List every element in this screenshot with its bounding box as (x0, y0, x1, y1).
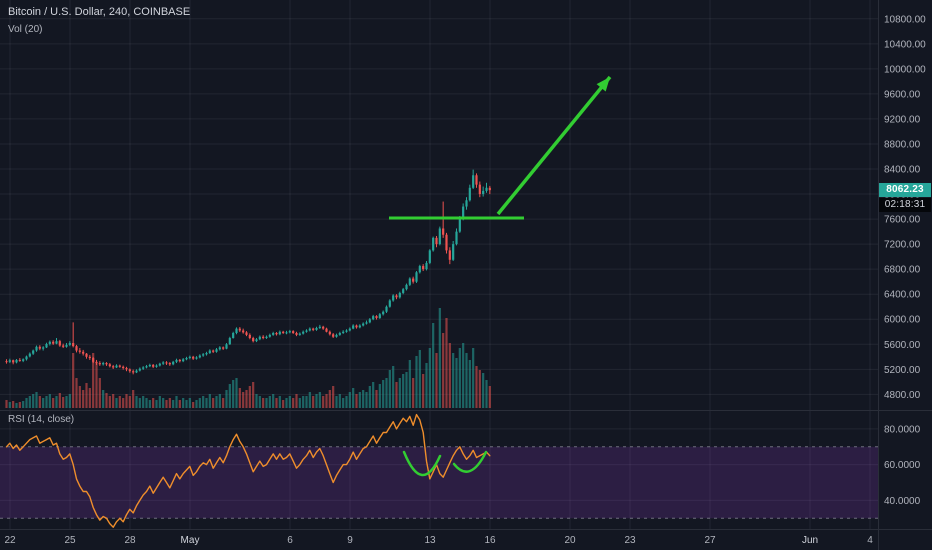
time-axis-label: 9 (347, 535, 353, 546)
price-axis-label: 10000.00 (884, 64, 926, 75)
price-axis-label: 9200.00 (884, 114, 921, 125)
price-axis[interactable]: 10800.00 10400.00 10000.00 9600.00 9200.00 88… (884, 14, 926, 507)
time-axis-label: 6 (287, 535, 293, 546)
candlestick-series (5, 169, 491, 375)
price-axis-label: 4800.00 (884, 390, 921, 401)
volume-series (5, 308, 491, 408)
last-price-badge: 8062.23 (879, 183, 931, 198)
price-axis-label: 8800.00 (884, 139, 921, 150)
time-axis[interactable]: 22 25 28 May 6 9 13 16 20 23 27 Jun 4 (4, 535, 873, 546)
price-axis-label: 6800.00 (884, 265, 921, 276)
time-axis-label: 28 (124, 535, 136, 546)
price-axis-label: 6000.00 (884, 315, 921, 326)
bar-countdown-badge: 02:18:31 (879, 198, 931, 213)
time-axis-label: 4 (867, 535, 873, 546)
rsi-axis-label: 60.0000 (884, 460, 921, 471)
drawing-trend-arrow[interactable] (496, 75, 612, 216)
price-axis-label: 10800.00 (884, 14, 926, 25)
time-axis-label: 20 (564, 535, 576, 546)
time-axis-label: Jun (802, 535, 818, 546)
drawing-rsi-arcs[interactable] (402, 450, 488, 477)
time-axis-label: 25 (64, 535, 76, 546)
chart-legend: Bitcoin / U.S. Dollar, 240, COINBASE Vol… (8, 6, 190, 36)
volume-indicator-label[interactable]: Vol (20) (8, 24, 43, 35)
time-axis-label: 27 (704, 535, 716, 546)
time-axis-label: 16 (484, 535, 496, 546)
price-axis-label: 6400.00 (884, 290, 921, 301)
price-axis-label: 9600.00 (884, 89, 921, 100)
rsi-axis-label: 80.0000 (884, 424, 921, 435)
time-axis-label: 13 (424, 535, 436, 546)
price-axis-label: 5600.00 (884, 340, 921, 351)
price-axis-label: 7600.00 (884, 215, 921, 226)
price-axis-label: 10400.00 (884, 39, 926, 50)
time-axis-label: 23 (624, 535, 636, 546)
symbol-title[interactable]: Bitcoin / U.S. Dollar, 240, COINBASE (8, 6, 191, 18)
price-axis-label: 8400.00 (884, 165, 921, 176)
time-axis-label: May (181, 535, 200, 546)
rsi-axis-label: 40.0000 (884, 496, 921, 507)
rsi-line (5, 413, 491, 528)
rsi-indicator-label[interactable]: RSI (14, close) (8, 414, 75, 425)
price-axis-label: 7200.00 (884, 240, 921, 251)
time-axis-label: 22 (4, 535, 16, 546)
price-axis-label: 5200.00 (884, 365, 921, 376)
